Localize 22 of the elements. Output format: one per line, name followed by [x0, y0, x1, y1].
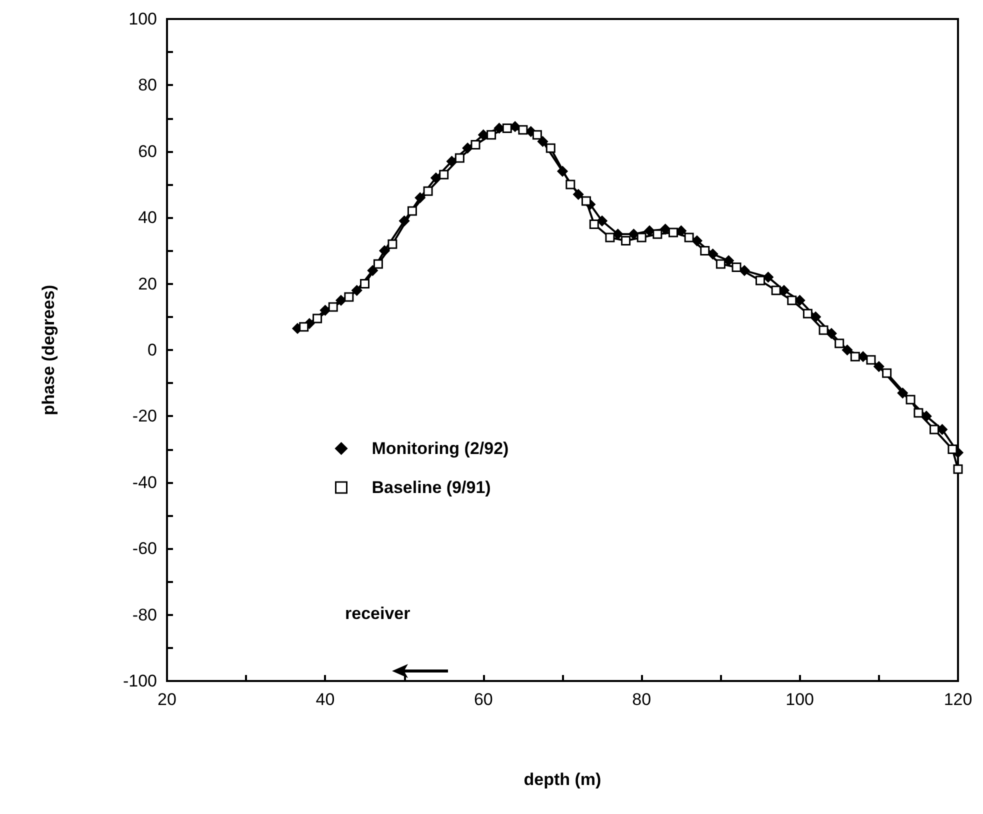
x-tick-label: 20	[158, 690, 176, 709]
y-tick-label: -40	[132, 472, 157, 492]
y-tick-label: 40	[138, 208, 157, 228]
y-tick-label: -80	[132, 605, 157, 624]
y-tick-label: 20	[138, 274, 157, 294]
x-tick-label: 80	[632, 690, 652, 709]
y-tick-label: -60	[132, 539, 157, 558]
y-axis-title: phase (degrees)	[39, 284, 58, 416]
y-tick-label: 0	[148, 340, 157, 360]
y-tick-label: -20	[132, 406, 157, 426]
x-tick-label: 100	[786, 690, 814, 709]
y-tick-label: 100	[128, 10, 157, 28]
legend-label: Baseline (9/91)	[372, 478, 491, 497]
x-tick-label: 40	[316, 690, 335, 709]
x-tick-label: 120	[944, 690, 972, 709]
annotation: receiver	[345, 604, 411, 623]
y-tick-label: 60	[138, 142, 157, 161]
y-tick-label: 80	[138, 76, 157, 95]
x-tick-label: 60	[474, 690, 493, 709]
y-tick-label: -100	[122, 672, 157, 690]
x-axis-title: depth (m)	[524, 770, 602, 789]
legend-label: Monitoring (2/92)	[372, 439, 509, 458]
